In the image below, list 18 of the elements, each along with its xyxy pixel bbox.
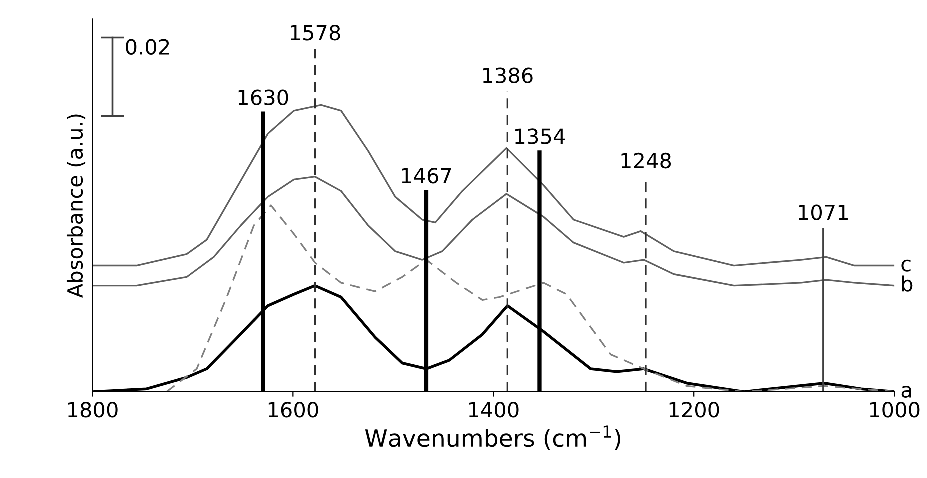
ref-line-label: 1467 [402, 168, 452, 184]
series-label: c [902, 260, 911, 272]
x-axis-title: Wavenumbers (cm$^{−1}$) [365, 426, 620, 450]
series-label: b [902, 276, 913, 292]
ref-line-label: 1354 [516, 128, 566, 144]
text: 0.02 [126, 39, 170, 55]
ref-line-label: 1248 [622, 152, 672, 169]
ref-line-label: 1386 [483, 68, 533, 84]
ref-line-label: 1630 [238, 90, 288, 106]
y-axis-title: Absorbance (a.u.) [66, 114, 86, 298]
x-tick-label: 1600 [268, 402, 318, 418]
x-tick-label: 1000 [870, 402, 920, 418]
x-tick-label: 1400 [469, 402, 519, 418]
x-tick-label: 1800 [68, 402, 118, 418]
series-label: a [902, 386, 912, 398]
x-tick-label: 1200 [670, 402, 720, 418]
ref-line-label: 1071 [799, 204, 848, 220]
ref-line-label: 1578 [290, 24, 340, 41]
